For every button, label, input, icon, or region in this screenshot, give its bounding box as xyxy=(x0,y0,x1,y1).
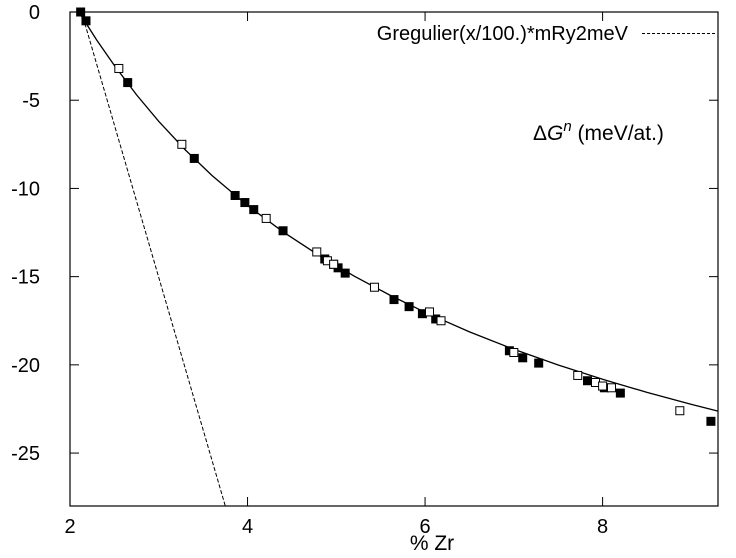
x-axis-label: % Zr xyxy=(410,532,454,555)
open-square-point xyxy=(261,213,271,223)
solid-curve xyxy=(78,11,719,412)
open-square-point xyxy=(425,307,435,317)
y-tick-label: -25 xyxy=(11,443,40,465)
filled-square-point xyxy=(534,358,544,368)
filled-square-point xyxy=(706,416,716,426)
open-square-point xyxy=(509,348,519,358)
y-tick-label: -15 xyxy=(11,267,40,289)
open-square-point xyxy=(114,63,124,73)
open-square-point xyxy=(329,259,339,269)
y-tick-label: 0 xyxy=(29,2,40,24)
open-square-point xyxy=(573,370,583,380)
x-tick-label: 4 xyxy=(242,516,253,538)
annotation-unit: (meV/at.) xyxy=(572,122,664,145)
filled-square-point xyxy=(189,153,199,163)
filled-square-point xyxy=(230,190,240,200)
filled-square-point xyxy=(389,295,399,305)
filled-square-point xyxy=(123,78,133,88)
y-tick-label: -20 xyxy=(11,355,40,377)
x-tick-label: 8 xyxy=(597,516,608,538)
open-square-point xyxy=(675,406,685,416)
y-tick-label: -10 xyxy=(11,178,40,200)
open-square-point xyxy=(312,247,322,257)
filled-square-point xyxy=(518,353,528,363)
annotation-superscript: n xyxy=(563,118,571,135)
filled-square-point xyxy=(76,7,86,17)
filled-square-point xyxy=(340,268,350,278)
x-tick-label: 6 xyxy=(420,516,431,538)
quantity-annotation: ΔGn (meV/at.) xyxy=(533,118,664,145)
open-square-point xyxy=(606,383,616,393)
legend-label: Gregulier(x/100.)*mRy2meV xyxy=(377,23,629,45)
open-square-point xyxy=(369,282,379,292)
filled-square-point xyxy=(417,309,427,319)
open-square-point xyxy=(177,139,187,149)
open-square-point xyxy=(598,381,608,391)
open-square-point xyxy=(436,316,446,326)
legend: Gregulier(x/100.)*mRy2meV xyxy=(377,23,716,45)
plot-area xyxy=(76,7,719,507)
filled-square-point xyxy=(583,376,593,386)
annotation-variable: G xyxy=(547,122,563,145)
tick-labels: 2 4 6 8 0 -5 -10 -15 -20 -25 xyxy=(11,2,608,538)
y-tick-label: -5 xyxy=(22,90,40,112)
tick-marks xyxy=(69,11,718,506)
filled-square-point xyxy=(404,302,414,312)
filled-square-point xyxy=(249,205,259,215)
filled-square-point xyxy=(278,226,288,236)
annotation-delta: Δ xyxy=(533,122,547,145)
plot-frame xyxy=(69,11,719,507)
x-tick-label: 2 xyxy=(64,516,75,538)
filled-square-point xyxy=(81,16,91,26)
filled-square-point xyxy=(615,388,625,398)
filled-square-point xyxy=(431,314,441,324)
dashed-curve xyxy=(81,11,226,507)
filled-square-point xyxy=(240,198,250,208)
